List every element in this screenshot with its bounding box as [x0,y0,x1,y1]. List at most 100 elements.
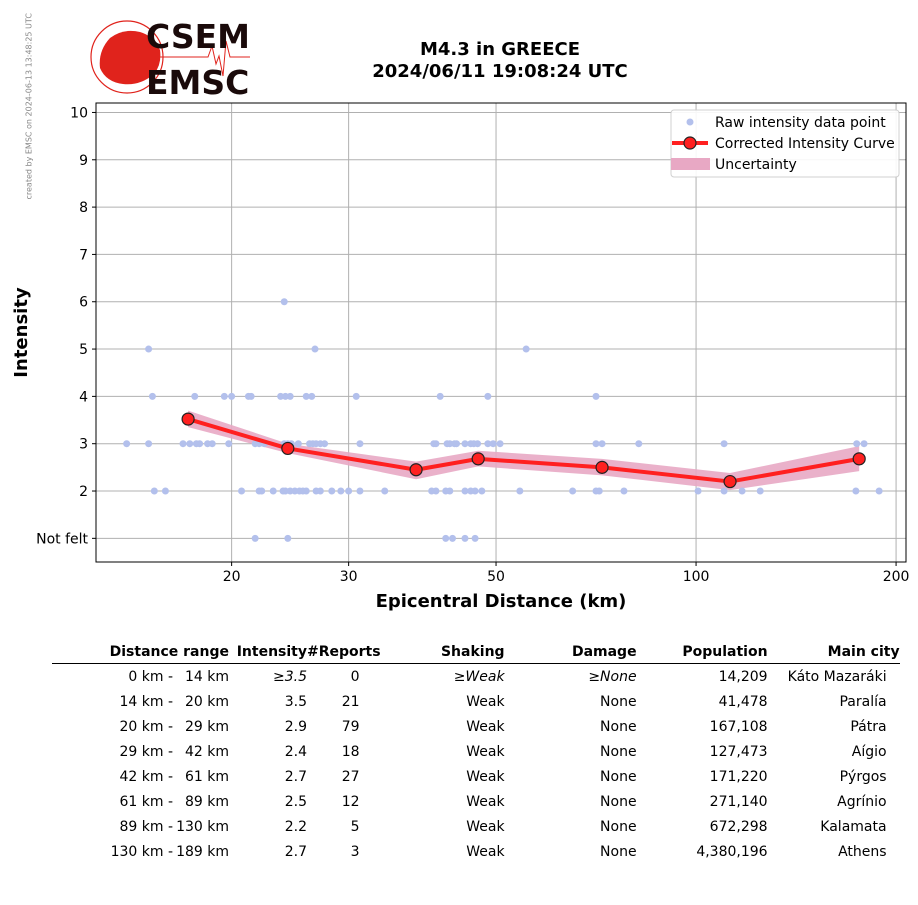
x-tick-label: 50 [487,569,505,585]
curve-point [852,452,866,466]
raw-data-point [179,440,187,448]
y-tick-label: 10 [70,105,88,121]
table-row: 130 km -189 km 2.7 3 Weak None 4,380,196 Athen… [52,839,900,864]
cell-shaking: Weak [466,768,505,785]
cell-city: Agrínio [837,793,887,810]
cell-shaking: Weak [466,718,505,735]
cell-city: Káto Mazaráki [787,668,887,685]
y-tick-label: 6 [79,295,88,311]
legend-label: Corrected Intensity Curve [715,136,895,152]
cell-population: 271,140 [709,793,768,810]
cell-shaking: Weak [466,843,505,860]
raw-data-point [302,392,310,400]
curve-point [595,460,609,474]
raw-data-point [247,392,255,400]
cell-reports: 0 [350,668,360,685]
raw-data-point [196,440,204,448]
intensity-table: Distance range Intensity #Reports Shaking Da… [52,640,900,864]
distance-range: 20 km -29 km [119,718,229,735]
cell-population: 171,220 [709,768,768,785]
column-header: Damage [504,640,637,664]
y-tick-label: 5 [79,342,88,358]
column-header: Distance range [52,640,229,664]
cell-population: 672,298 [709,818,768,835]
raw-data-point [316,487,324,495]
cell-intensity: 2.7 [284,843,307,860]
raw-data-point [738,487,746,495]
cell-damage: None [600,743,637,760]
cell-city: Kalamata [820,818,887,835]
x-axis-label: Epicentral Distance (km) [376,591,627,612]
plot-frame [95,102,907,563]
raw-data-point [595,487,603,495]
raw-data-point [161,487,169,495]
raw-data-point [471,487,479,495]
cell-damage: ≥None [588,668,637,685]
cell-shaking: Weak [466,818,505,835]
raw-data-point [484,392,492,400]
y-axis-label: Intensity [11,287,32,378]
raw-data-point [461,534,469,542]
distance-range: 29 km -42 km [119,743,229,760]
table-row: 14 km -20 km 3.5 21 Weak None 41,478 Paralía [52,689,900,714]
raw-data-point [148,392,156,400]
curve-point [181,412,195,426]
x-tick-label: 200 [883,569,910,585]
table-row: 20 km -29 km 2.9 79 Weak None 167,108 Pátra [52,714,900,739]
raw-data-point [860,440,868,448]
cell-city: Pýrgos [839,768,887,785]
cell-intensity: 2.9 [284,718,307,735]
raw-data-point [592,392,600,400]
cell-reports: 5 [350,818,360,835]
y-tick-label: 8 [79,200,88,216]
cell-intensity: 2.2 [284,818,307,835]
emsc-logo: CSEM EMSC [90,17,250,100]
raw-data-point [321,440,329,448]
column-header: Intensity [229,640,307,664]
cell-damage: None [600,843,637,860]
legend-raw-marker [686,118,694,126]
raw-data-point [484,440,492,448]
x-tick-label: 20 [223,569,241,585]
distance-range: 89 km -130 km [119,818,229,835]
column-header: Main city [767,640,900,664]
raw-data-point [474,440,482,448]
raw-data-point [145,440,153,448]
cell-reports: 18 [341,743,360,760]
raw-data-point [337,487,345,495]
raw-data-point [381,487,389,495]
raw-data-point [311,345,319,353]
raw-data-point [496,440,504,448]
raw-data-point [328,487,336,495]
y-tick-label: 3 [79,437,88,453]
raw-data-point [461,440,469,448]
cell-intensity: ≥3.5 [273,668,307,685]
raw-data-point [449,534,457,542]
legend-label: Raw intensity data point [715,115,886,131]
raw-data-point [875,487,883,495]
raw-data-point [280,298,288,306]
table-header: Distance range Intensity #Reports Shaking Da… [52,640,900,664]
x-tick-label: 100 [683,569,710,585]
raw-data-point [238,487,246,495]
raw-data-point [453,440,461,448]
cell-city: Pátra [850,718,887,735]
legend-label: Uncertainty [715,157,797,173]
raw-data-point [522,345,530,353]
raw-data-point [461,487,469,495]
raw-data-point [302,487,310,495]
raw-data-point [592,440,600,448]
raw-data-point [220,392,228,400]
intensity-chart: 20 30 50 100 200 Not felt 2 3 4 5 6 7 8 9 10 Epicentral… [11,102,910,612]
raw-data-point [228,392,236,400]
raw-data-point [756,487,764,495]
cell-shaking: Weak [466,793,505,810]
raw-data-point [720,440,728,448]
distance-range: 61 km -89 km [119,793,229,810]
raw-data-point [294,440,302,448]
raw-data-point [269,487,277,495]
legend-curve-marker [683,136,697,150]
cell-damage: None [600,768,637,785]
cell-damage: None [600,693,637,710]
